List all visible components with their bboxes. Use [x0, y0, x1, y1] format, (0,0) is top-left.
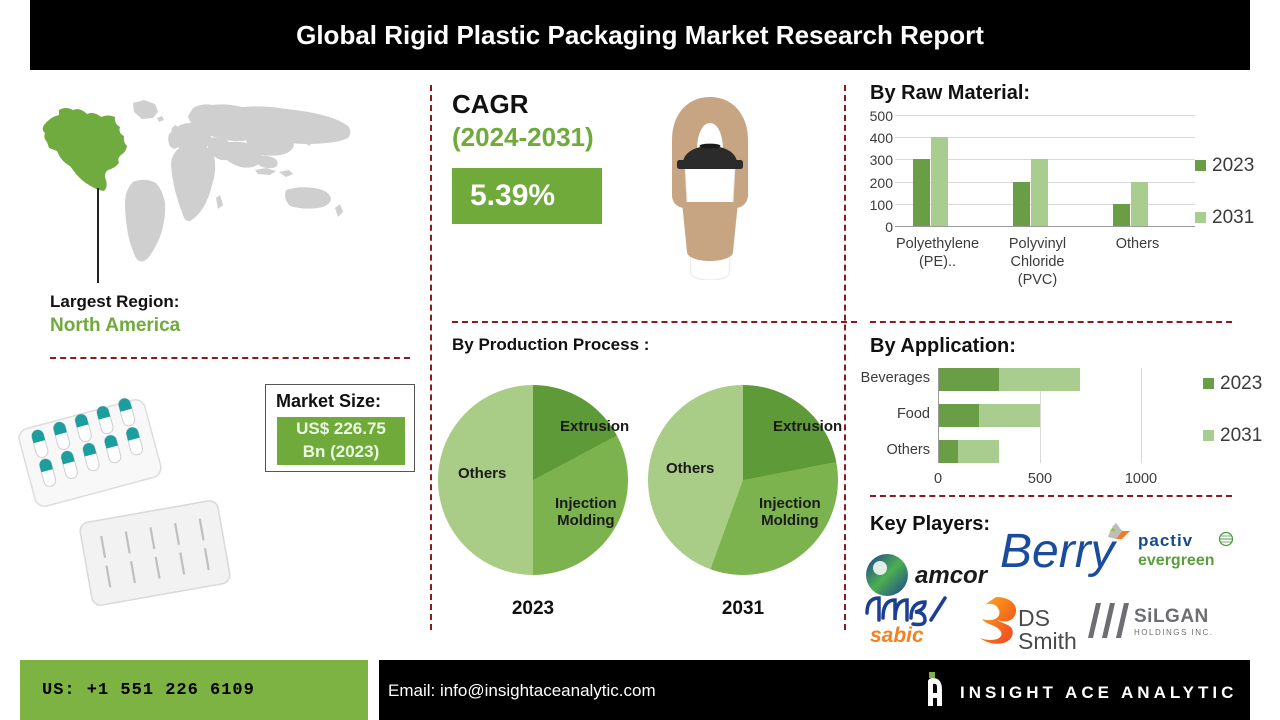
svg-text:Smith: Smith — [1018, 628, 1077, 654]
svg-text:HOLDINGS INC.: HOLDINGS INC. — [1134, 628, 1214, 637]
svg-text:pactiv: pactiv — [1138, 531, 1193, 550]
svg-text:amcor: amcor — [915, 562, 989, 589]
svg-text:evergreen: evergreen — [1138, 552, 1215, 569]
svg-text:sabic: sabic — [870, 624, 924, 647]
svg-text:SiLGAN: SiLGAN — [1134, 606, 1209, 627]
svg-text:Berry: Berry — [1000, 525, 1118, 578]
